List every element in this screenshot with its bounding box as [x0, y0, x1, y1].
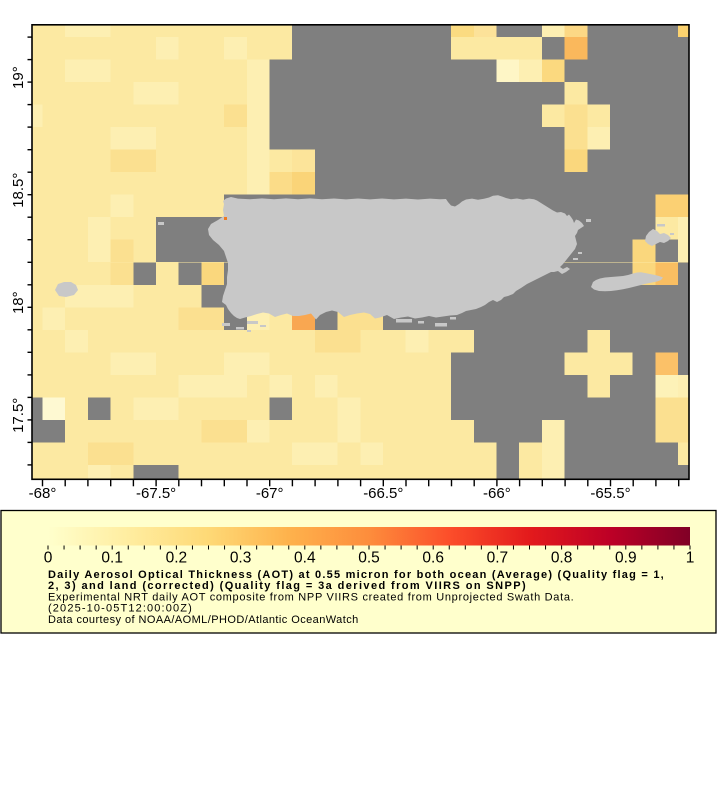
svg-text:1: 1 [686, 550, 695, 567]
svg-text:17.5°: 17.5° [10, 398, 27, 433]
svg-text:2, 3) and land (corrected) (Qu: 2, 3) and land (corrected) (Quality flag… [48, 580, 527, 592]
svg-text:-66°: -66° [483, 485, 511, 502]
svg-text:18°: 18° [10, 291, 27, 314]
svg-text:0.2: 0.2 [166, 550, 188, 567]
svg-text:0: 0 [44, 550, 53, 567]
svg-text:-68°: -68° [29, 485, 57, 502]
svg-text:Experimental NRT daily AOT com: Experimental NRT daily AOT composite fro… [48, 591, 574, 603]
svg-text:-66.5°: -66.5° [363, 485, 403, 502]
svg-text:0.1: 0.1 [101, 550, 123, 567]
svg-text:0.8: 0.8 [551, 550, 573, 567]
svg-text:Data courtesy of NOAA/AOML/PHO: Data courtesy of NOAA/AOML/PHOD/Atlantic… [48, 614, 359, 626]
svg-text:-67.5°: -67.5° [136, 485, 176, 502]
svg-text:(2025-10-05T12:00:00Z): (2025-10-05T12:00:00Z) [48, 603, 193, 615]
svg-text:-65.5°: -65.5° [590, 485, 630, 502]
svg-text:19°: 19° [10, 66, 27, 89]
svg-text:0.5: 0.5 [358, 550, 380, 567]
svg-text:0.3: 0.3 [230, 550, 252, 567]
svg-text:0.6: 0.6 [422, 550, 444, 567]
svg-text:18.5°: 18.5° [10, 173, 27, 208]
svg-text:Daily Aerosol Optical Thicknes: Daily Aerosol Optical Thickness (AOT) at… [48, 569, 665, 581]
svg-text:0.9: 0.9 [615, 550, 637, 567]
svg-text:0.4: 0.4 [294, 550, 316, 567]
svg-text:0.7: 0.7 [487, 550, 509, 567]
svg-text:-67°: -67° [256, 485, 284, 502]
